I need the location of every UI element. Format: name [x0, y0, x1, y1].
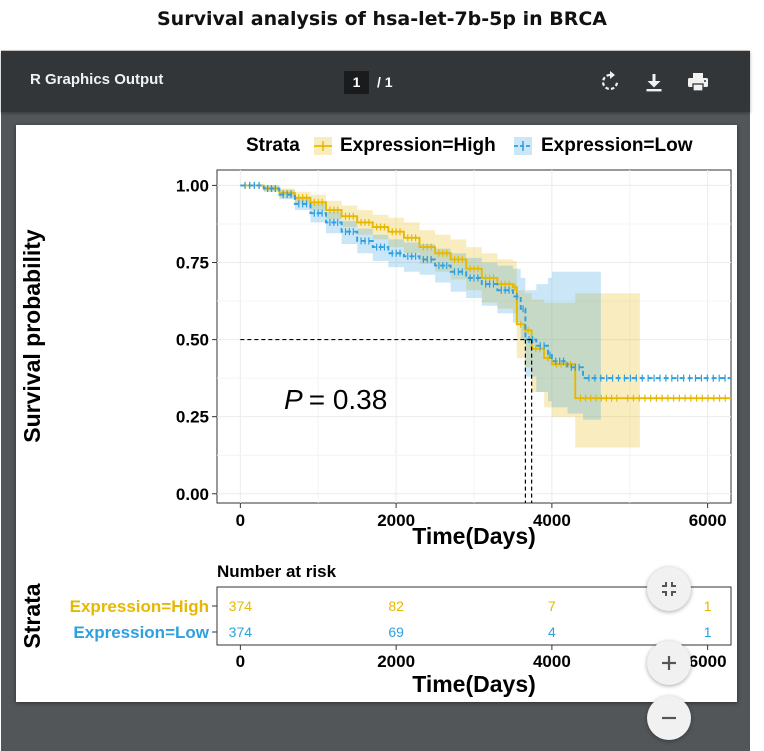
- axis-ticks: 0 2000 4000 6000 0.00 0.25 0.50 0.75 1.00: [176, 176, 727, 530]
- risk-cell: 374: [229, 598, 253, 614]
- ci-band-low: [240, 185, 601, 420]
- p-value: = 0.38: [309, 384, 388, 415]
- fit-page-button[interactable]: [647, 567, 691, 611]
- x-tick-label: 2000: [377, 511, 415, 530]
- y-axis-title: Survival probability: [19, 229, 45, 443]
- risk-x-axis-title: Time(Days): [412, 671, 536, 697]
- fit-page-icon: [662, 582, 676, 596]
- risk-x-tick-label: 4000: [533, 652, 571, 671]
- censor-marks: [244, 181, 726, 402]
- risk-table-panel: [216, 586, 732, 646]
- risk-cell: 4: [548, 624, 556, 640]
- median-lines: [240, 338, 533, 503]
- legend-key-high: [314, 137, 332, 155]
- legend-label-low: Expression=Low: [541, 135, 693, 156]
- zoom-out-icon: [662, 716, 676, 720]
- pdf-viewer: R Graphics Output 1 / 1: [1, 50, 750, 751]
- risk-x-tick-label: 2000: [377, 652, 415, 671]
- p-value-label: P = 0.38: [284, 384, 387, 415]
- risk-x-tick-label: 6000: [689, 652, 727, 671]
- y-tick-label: 0.50: [176, 331, 209, 350]
- grid: [217, 170, 731, 503]
- risk-row-label: Expression=High: [70, 597, 209, 616]
- zoom-in-icon: [662, 656, 676, 670]
- x-tick-label: 6000: [689, 511, 727, 530]
- y-tick-label: 0.00: [176, 485, 209, 504]
- x-tick-label: 0: [236, 511, 245, 530]
- risk-cell: 69: [388, 624, 404, 640]
- risk-cell: 7: [548, 598, 556, 614]
- risk-cell: 82: [388, 598, 404, 614]
- confidence-bands: [240, 185, 640, 448]
- risk-table: Expression=High 374 82 7 1 Expression=Low 374 6…: [70, 597, 727, 671]
- risk-cell: 1: [704, 598, 712, 614]
- download-icon[interactable]: [641, 69, 667, 95]
- y-tick-label: 1.00: [176, 176, 209, 195]
- page-title: Survival analysis of hsa-let-7b-5p in BR…: [156, 8, 608, 30]
- p-symbol: P: [284, 384, 303, 415]
- x-axis-title: Time(Days): [412, 523, 536, 549]
- risk-cell: 374: [229, 624, 253, 640]
- survival-plot: Strata Expression=High Expression=Low 0 2…: [19, 135, 732, 697]
- rotate-icon[interactable]: [597, 69, 623, 95]
- viewer-toolbar: R Graphics Output 1 / 1: [1, 51, 750, 112]
- y-tick-label: 0.25: [176, 408, 209, 427]
- viewer-title: R Graphics Output: [30, 71, 164, 88]
- page-number-input[interactable]: 1: [344, 71, 369, 94]
- risk-x-tick-label: 0: [236, 652, 245, 671]
- y-tick-label: 0.75: [176, 254, 209, 273]
- risk-row-label: Expression=Low: [73, 623, 209, 642]
- legend-key-low: [514, 137, 532, 155]
- risk-cell: 1: [704, 624, 712, 640]
- ci-band-high: [240, 185, 640, 448]
- pdf-page: Strata Expression=High Expression=Low 0 2…: [16, 125, 737, 702]
- legend-label-high: Expression=High: [340, 135, 496, 156]
- risk-y-axis-title: Strata: [19, 583, 45, 648]
- risk-table-title: Number at risk: [217, 562, 337, 581]
- print-icon[interactable]: [685, 69, 711, 95]
- legend-title: Strata: [246, 135, 300, 156]
- x-tick-label: 4000: [533, 511, 571, 530]
- zoom-out-button[interactable]: [647, 696, 691, 740]
- page-count: / 1: [377, 74, 393, 90]
- zoom-in-button[interactable]: [647, 641, 691, 685]
